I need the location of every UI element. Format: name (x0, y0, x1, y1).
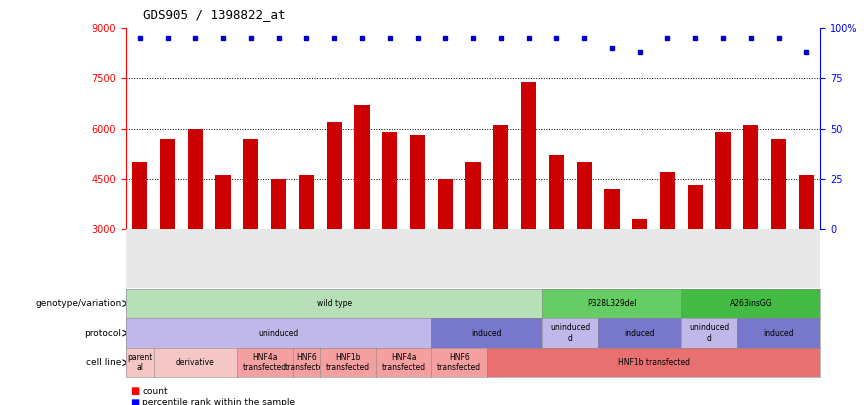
Text: parent
al: parent al (127, 353, 153, 372)
Bar (465, 162, 481, 229)
Text: induced: induced (624, 328, 655, 338)
Text: count: count (142, 387, 168, 396)
Bar (493, 125, 509, 229)
Bar (299, 175, 314, 229)
Text: HNF4a
transfected: HNF4a transfected (243, 353, 286, 372)
Bar (215, 175, 231, 229)
Text: derivative: derivative (176, 358, 214, 367)
Bar (799, 175, 814, 229)
Bar (576, 162, 592, 229)
Text: uninduced
d: uninduced d (550, 324, 590, 343)
Text: percentile rank within the sample: percentile rank within the sample (142, 398, 295, 405)
Bar (715, 132, 731, 229)
Text: induced: induced (763, 328, 794, 338)
Bar (382, 132, 398, 229)
Bar (687, 185, 703, 229)
Text: A263insGG: A263insGG (729, 299, 773, 308)
Bar (410, 135, 425, 229)
Text: uninduced: uninduced (259, 328, 299, 338)
Bar (326, 122, 342, 229)
Text: protocol: protocol (84, 328, 122, 338)
Bar (521, 82, 536, 229)
Text: uninduced
d: uninduced d (689, 324, 729, 343)
Text: wild type: wild type (317, 299, 352, 308)
Text: induced: induced (471, 328, 503, 338)
Bar (354, 105, 370, 229)
Bar (160, 139, 175, 229)
Bar (549, 156, 564, 229)
Text: ■: ■ (130, 398, 140, 405)
Bar (660, 172, 675, 229)
Bar (187, 129, 203, 229)
Text: cell line: cell line (86, 358, 122, 367)
Bar (271, 179, 286, 229)
Text: P328L329del: P328L329del (587, 299, 637, 308)
Bar (743, 125, 759, 229)
Bar (632, 219, 648, 229)
Text: HNF6
transfected: HNF6 transfected (285, 353, 328, 372)
Text: genotype/variation: genotype/variation (36, 299, 122, 308)
Bar (604, 189, 620, 229)
Bar (132, 162, 148, 229)
Text: HNF4a
transfected: HNF4a transfected (382, 353, 425, 372)
Bar (243, 139, 259, 229)
Bar (437, 179, 453, 229)
Bar (771, 139, 786, 229)
Text: HNF1b transfected: HNF1b transfected (618, 358, 689, 367)
Text: HNF1b
transfected: HNF1b transfected (326, 353, 370, 372)
Text: GDS905 / 1398822_at: GDS905 / 1398822_at (143, 8, 286, 21)
Text: ■: ■ (130, 386, 140, 396)
Text: HNF6
transfected: HNF6 transfected (437, 353, 481, 372)
